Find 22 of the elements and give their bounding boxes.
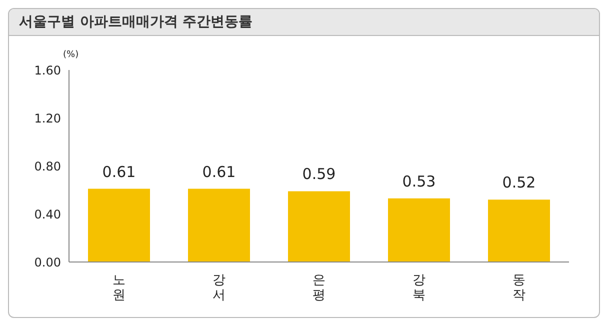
y-axis-title: (%): [63, 50, 79, 60]
data-label: 0.53: [402, 172, 436, 190]
x-tick-label: 강서: [212, 273, 226, 303]
bar: [388, 198, 450, 262]
data-label: 0.59: [302, 165, 336, 184]
bar: [488, 200, 550, 262]
data-label: 0.52: [502, 174, 536, 192]
y-tick-label: 0.00: [34, 255, 61, 270]
bar: [288, 191, 350, 262]
y-tick-label: 0.80: [34, 159, 61, 174]
data-label: 0.61: [202, 162, 236, 181]
x-tick-label: 은평: [312, 273, 326, 303]
chart-title: 서울구별 아파트매매가격 주간변동률: [9, 9, 599, 36]
bar: [88, 188, 150, 262]
x-tick-label: 강북: [412, 273, 426, 303]
y-tick-label: 1.60: [34, 63, 61, 78]
x-tick-label: 동작: [512, 273, 526, 303]
y-tick-label: 1.20: [34, 111, 61, 126]
bar: [188, 188, 250, 262]
x-tick-label: 노원: [112, 273, 126, 303]
data-label: 0.61: [102, 162, 136, 181]
y-tick-label: 0.40: [34, 207, 61, 222]
